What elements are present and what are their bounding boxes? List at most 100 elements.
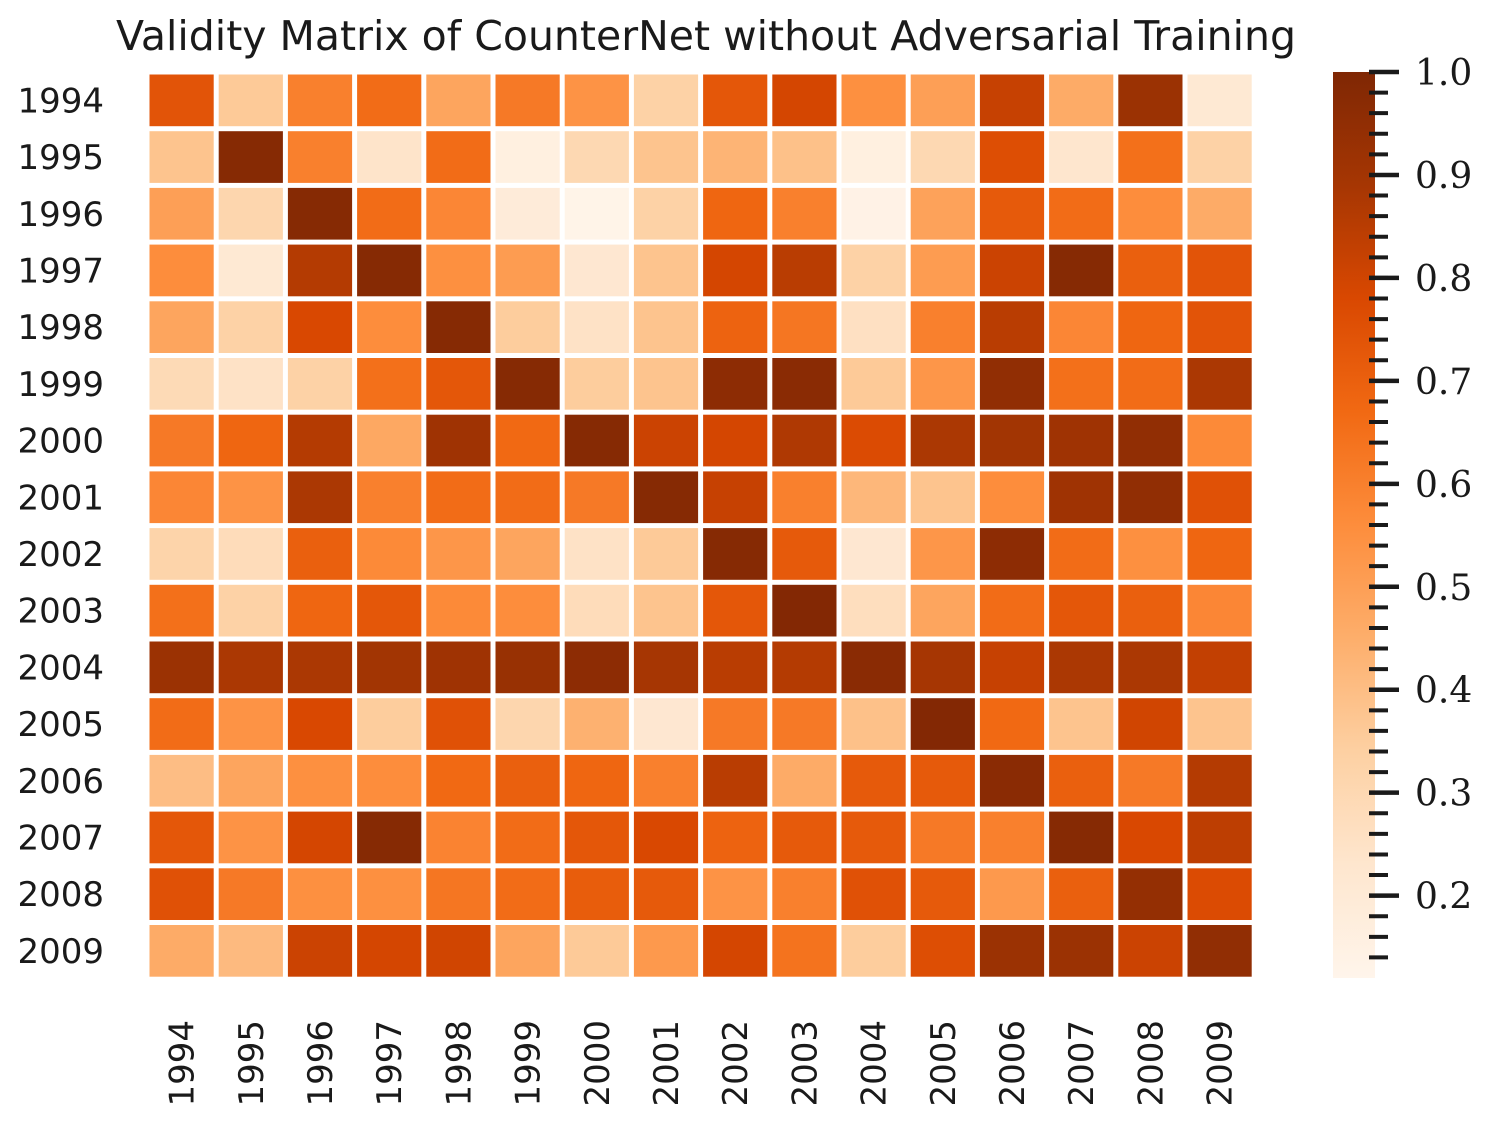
heatmap-cell (218, 414, 283, 467)
heatmap-cell (357, 131, 422, 183)
colorbar-tick-label: 0.7 (1415, 362, 1472, 403)
heatmap-cell (910, 74, 975, 127)
heatmap-cell (910, 131, 975, 183)
heatmap-cell (979, 811, 1045, 864)
y-tick-label: 2003 (17, 592, 104, 632)
heatmap-cell (703, 925, 768, 977)
heatmap-cell (703, 358, 768, 410)
x-tick-label: 1997 (370, 1020, 410, 1107)
y-tick-labels: 1994 1995 1996 1997 1998 1999 2000 2001 2002 2003… (17, 81, 104, 971)
heatmap-cell (841, 754, 906, 807)
heatmap-cell (426, 301, 491, 353)
heatmap-cell (1187, 244, 1252, 297)
heatmap-cell (426, 584, 491, 637)
heatmap-cell (633, 301, 699, 353)
heatmap-cell (357, 301, 422, 353)
heatmap-cell (495, 925, 560, 977)
heatmap-cell (910, 868, 975, 920)
heatmap-cell (1049, 131, 1114, 183)
heatmap-cell (1049, 698, 1114, 750)
heatmap-cell (218, 187, 283, 240)
heatmap-cell (772, 74, 837, 127)
heatmap-cell (218, 754, 283, 807)
heatmap-cell (979, 131, 1045, 183)
y-tick-label: 1997 (17, 251, 104, 291)
heatmap-cell (979, 187, 1045, 240)
heatmap-cell (149, 811, 214, 864)
heatmap-cell (495, 301, 560, 353)
heatmap-cell (1118, 301, 1183, 353)
heatmap-cell (287, 584, 353, 637)
heatmap-cell (495, 811, 560, 864)
heatmap-cell (357, 528, 422, 580)
heatmap-cell (495, 131, 560, 183)
heatmap-cell (1118, 131, 1183, 183)
heatmap-cell (772, 471, 837, 524)
heatmap-cell (357, 641, 422, 694)
heatmap-cell (841, 301, 906, 353)
heatmap-cell (495, 698, 560, 750)
heatmap-cell (841, 187, 906, 240)
heatmap-cell (495, 244, 560, 297)
heatmap-cell (495, 584, 560, 637)
heatmap-cell (1187, 301, 1252, 353)
heatmap-cell (1049, 811, 1114, 864)
heatmap-cell (218, 74, 283, 127)
heatmap-cell (1187, 187, 1252, 240)
heatmap-cell (218, 925, 283, 977)
heatmap-cell (564, 925, 629, 977)
colorbar-tick-label: 0.8 (1415, 259, 1472, 300)
heatmap-cell (1049, 868, 1114, 920)
heatmap-cell (149, 244, 214, 297)
heatmap-cell (426, 811, 491, 864)
heatmap-cell (287, 528, 353, 580)
heatmap-cell (495, 358, 560, 410)
heatmap-cell (149, 754, 214, 807)
heatmap-cell (772, 528, 837, 580)
heatmap-cells (149, 74, 1252, 977)
heatmap-cell (841, 584, 906, 637)
chart-title: Validity Matrix of CounterNet without Ad… (116, 12, 1296, 60)
heatmap-cell (910, 754, 975, 807)
heatmap-cell (564, 754, 629, 807)
heatmap-cell (979, 925, 1045, 977)
heatmap-cell (979, 698, 1045, 750)
x-tick-label: 2001 (647, 1020, 687, 1107)
heatmap-cell (1049, 414, 1114, 467)
heatmap-cell (633, 584, 699, 637)
heatmap-cell (149, 301, 214, 353)
heatmap-cell (218, 584, 283, 637)
heatmap-cell (841, 868, 906, 920)
heatmap-cell (149, 584, 214, 637)
heatmap-cell (1187, 868, 1252, 920)
heatmap-cell (287, 301, 353, 353)
colorbar-ticks: 0.2 0.3 0.4 0.5 0.6 0.7 0.8 0.9 1.0 (1369, 53, 1472, 960)
heatmap-cell (218, 868, 283, 920)
heatmap-cell (910, 641, 975, 694)
heatmap-cell (149, 641, 214, 694)
heatmap-cell (979, 301, 1045, 353)
heatmap-cell (910, 698, 975, 750)
heatmap-cell (841, 925, 906, 977)
heatmap-cell (287, 358, 353, 410)
heatmap-cell (910, 244, 975, 297)
x-tick-label: 2004 (855, 1020, 895, 1107)
heatmap-cell (564, 131, 629, 183)
heatmap-cell (564, 641, 629, 694)
heatmap-cell (841, 528, 906, 580)
heatmap-cell (1187, 698, 1252, 750)
y-tick-label: 2002 (17, 535, 104, 575)
heatmap-cell (703, 868, 768, 920)
colorbar-tick-label: 0.5 (1415, 568, 1472, 609)
heatmap-cell (772, 925, 837, 977)
heatmap-cell (979, 244, 1045, 297)
heatmap-cell (772, 414, 837, 467)
heatmap-cell (426, 698, 491, 750)
heatmap-cell (1049, 74, 1114, 127)
heatmap-cell (703, 641, 768, 694)
heatmap-cell (1187, 414, 1252, 467)
heatmap-cell (703, 698, 768, 750)
heatmap-cell (495, 868, 560, 920)
heatmap-cell (287, 754, 353, 807)
heatmap-cell (841, 244, 906, 297)
